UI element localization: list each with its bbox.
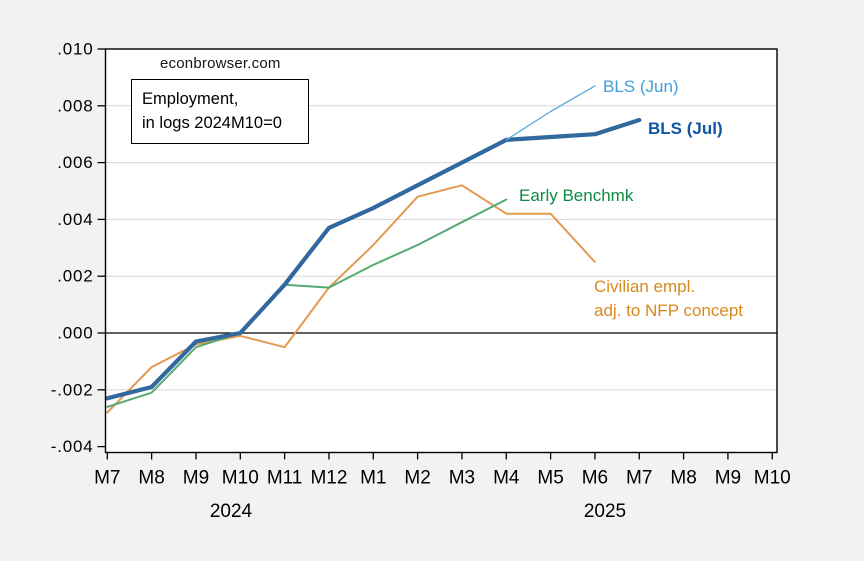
x-tick-label: M12 <box>310 468 347 489</box>
x-tick-label: M8 <box>670 468 696 489</box>
y-tick-label: .004 <box>57 210 93 229</box>
series-label-civ-line2: adj. to NFP concept <box>594 301 743 320</box>
year-label: 2024 <box>210 501 253 522</box>
y-tick-label: .010 <box>57 40 93 59</box>
year-label: 2025 <box>584 501 626 522</box>
y-tick-label: .000 <box>57 324 93 343</box>
x-tick-label: M7 <box>626 468 652 489</box>
x-tick-label: M9 <box>183 468 209 489</box>
x-tick-label: M9 <box>715 468 741 489</box>
series-label-bls-jul: BLS (Jul) <box>648 119 723 138</box>
series-label-early-benchmk: Early Benchmk <box>519 186 634 205</box>
series-label-civ-line1: Civilian empl. <box>594 277 696 296</box>
chart-title-line2: in logs 2024M10=0 <box>142 114 282 132</box>
x-tick-label: M6 <box>582 468 608 489</box>
x-tick-label: M11 <box>267 468 303 489</box>
x-tick-label: M4 <box>493 468 520 489</box>
x-tick-label: M3 <box>449 468 475 489</box>
x-tick-label: M10 <box>222 468 259 489</box>
y-tick-label: -.004 <box>51 437 94 456</box>
chart-title-box: Employment, in logs 2024M10=0 <box>131 79 309 144</box>
plot-frame <box>104 48 778 454</box>
chart-title-line1: Employment, <box>142 90 239 108</box>
series-line-bls-jun <box>505 85 596 141</box>
x-tick-label: M5 <box>537 468 563 489</box>
y-tick-label: .006 <box>57 153 93 172</box>
x-tick-label: M10 <box>754 468 791 489</box>
y-tick-label: -.002 <box>51 380 94 399</box>
y-tick-label: .002 <box>57 267 93 286</box>
x-tick-label: M1 <box>360 468 386 489</box>
x-tick-label: M8 <box>138 468 164 489</box>
watermark-text: econbrowser.com <box>160 55 281 72</box>
series-label-bls-jun: BLS (Jun) <box>603 77 679 96</box>
series-line-early-benchmk <box>106 198 508 408</box>
x-tick-label: M2 <box>404 468 430 489</box>
x-tick-label: M7 <box>94 468 120 489</box>
y-tick-label: .008 <box>57 96 93 115</box>
series-line-bls-jul <box>105 117 642 401</box>
